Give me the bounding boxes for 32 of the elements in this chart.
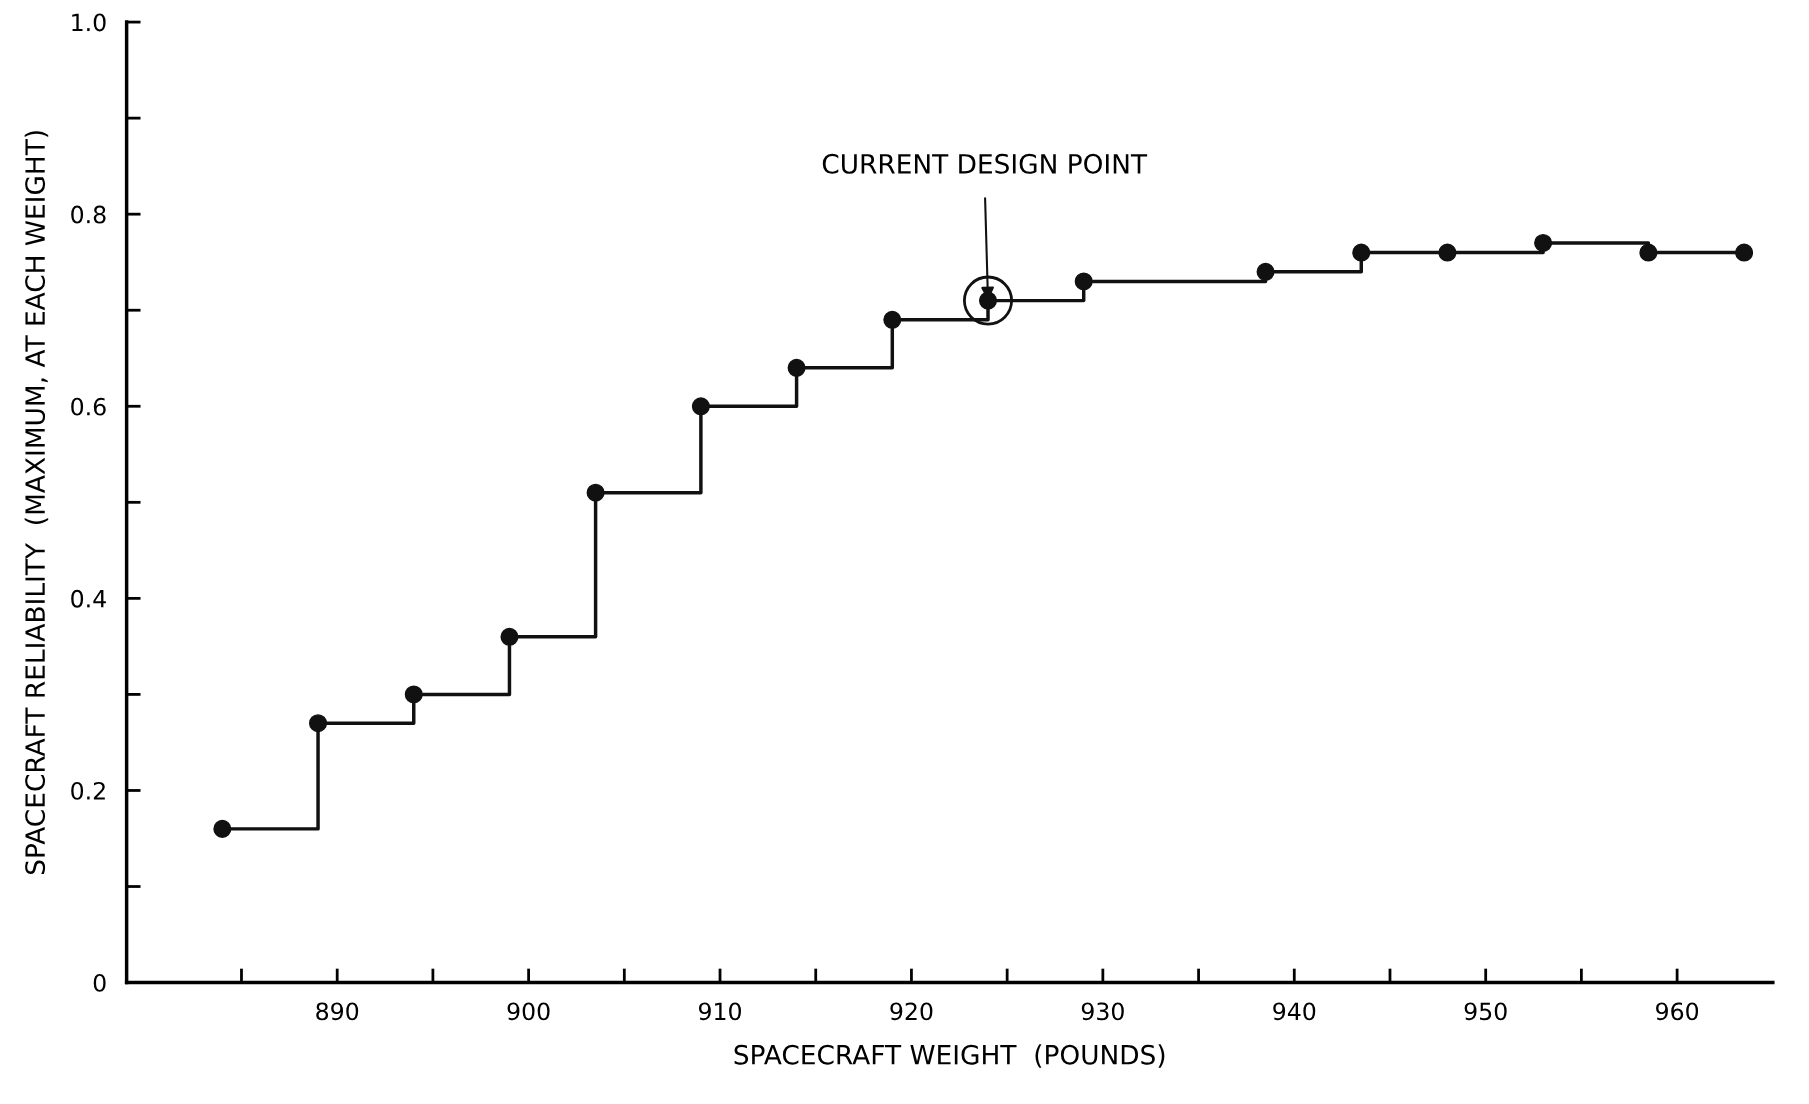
- y-tick-label: 0.4: [71, 589, 106, 608]
- point: [1352, 243, 1371, 262]
- point: [1735, 243, 1754, 262]
- point: [1438, 243, 1457, 262]
- point: [500, 627, 519, 646]
- annotation: CURRENT DESIGN POINT: [822, 153, 1148, 174]
- x-tick-label: 910: [698, 1002, 741, 1021]
- point: [1074, 272, 1093, 291]
- point: [586, 483, 605, 502]
- point: [787, 358, 806, 377]
- point: [309, 714, 328, 733]
- y-tick-label: 0.6: [71, 397, 106, 416]
- point: [1256, 262, 1275, 281]
- x-tick-label: 950: [1464, 1002, 1507, 1021]
- x-tick-label: 960: [1656, 1002, 1699, 1021]
- point: [883, 310, 902, 329]
- x-tick-label: 930: [1081, 1002, 1124, 1021]
- x-tick-label: 900: [507, 1002, 550, 1021]
- point: [1534, 233, 1553, 253]
- point: [1639, 243, 1658, 262]
- y-axis-title: SPACECRAFT RELIABILITY (MAXIMUM, AT EACH WEIGHT): [24, 131, 49, 875]
- point: [404, 685, 423, 704]
- x-axis-title: SPACECRAFT WEIGHT (POUNDS): [734, 1044, 1165, 1068]
- x-tick-label: 940: [1273, 1002, 1316, 1021]
- point: [691, 397, 710, 416]
- y-tick-label: 0.8: [71, 205, 106, 224]
- point: [213, 819, 232, 838]
- y-tick-label: 0: [93, 974, 106, 992]
- y-tick-label: 1.0: [72, 13, 106, 32]
- x-tick-label: 890: [316, 1002, 359, 1021]
- y-tick-label: 0.2: [71, 781, 105, 800]
- x-tick-label: 920: [890, 1002, 933, 1021]
